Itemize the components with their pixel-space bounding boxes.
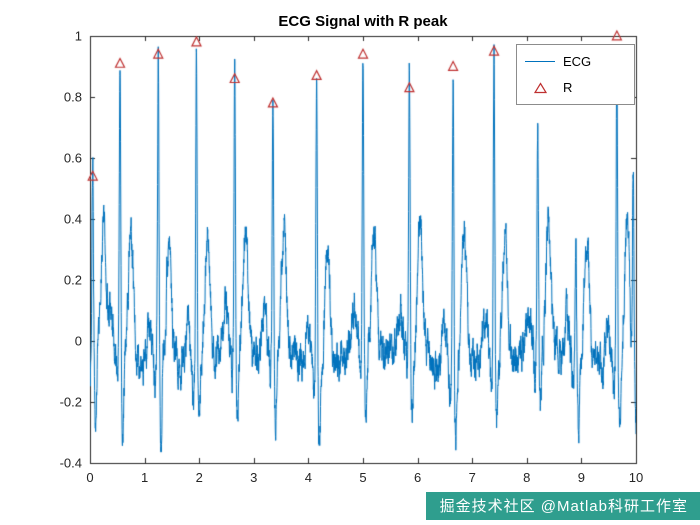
legend-label-r: R (563, 80, 573, 95)
ecg-line-swatch (525, 61, 555, 62)
legend-label-ecg: ECG (563, 54, 592, 69)
triangle-marker-icon (533, 81, 547, 93)
chart-title: ECG Signal with R peak (278, 13, 448, 30)
legend-ecg-line-sample (517, 61, 563, 62)
legend-entry-ecg: ECG (517, 51, 634, 72)
legend: ECG R (516, 44, 635, 105)
legend-r-marker (517, 81, 563, 94)
legend-entry-r: R (517, 77, 634, 98)
watermark: 掘金技术社区 @Matlab科研工作室 (425, 492, 700, 520)
